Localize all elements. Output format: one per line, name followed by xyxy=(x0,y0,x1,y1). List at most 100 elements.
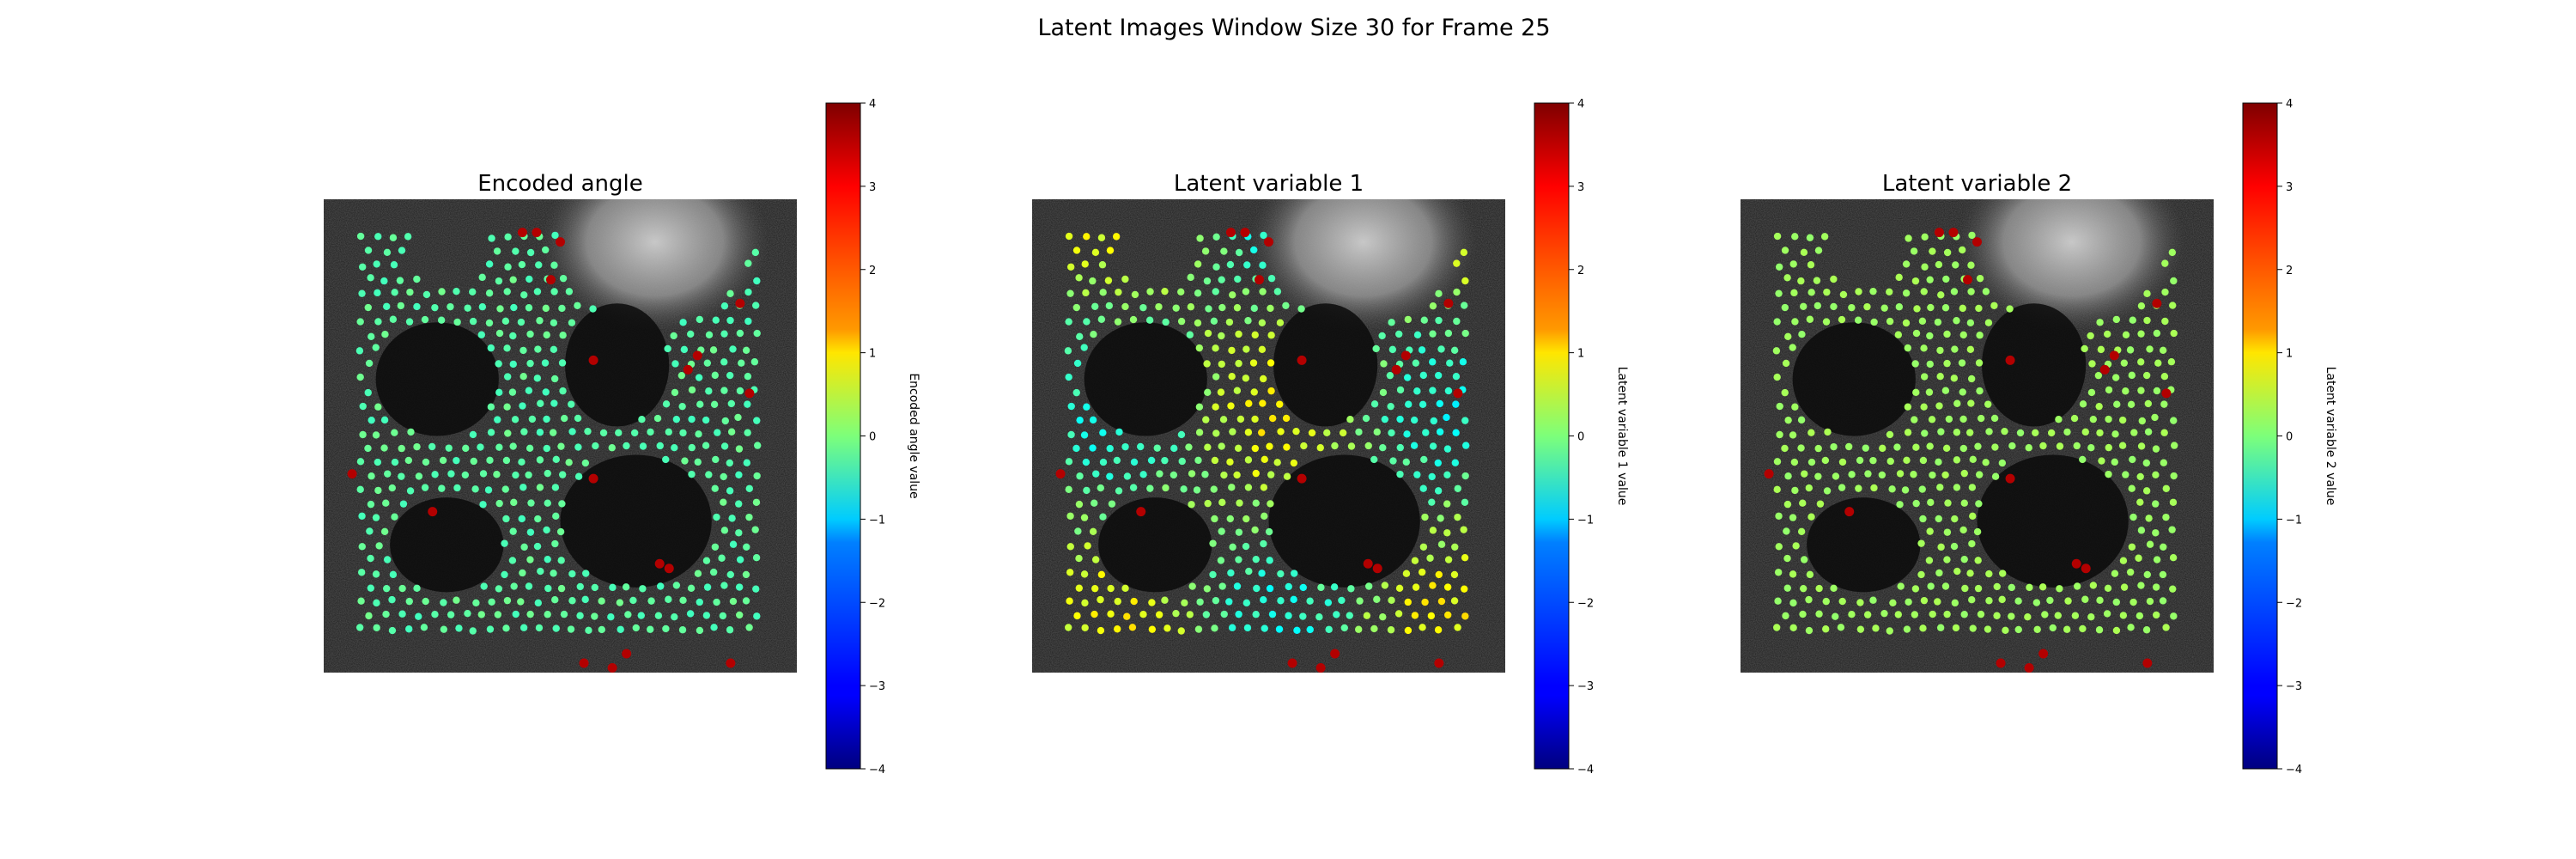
data-point xyxy=(1083,486,1091,495)
outlier-point xyxy=(1136,507,1146,517)
outlier-point xyxy=(2005,473,2015,484)
data-point xyxy=(1941,304,1950,312)
data-point xyxy=(589,305,597,313)
outlier-point xyxy=(1434,658,1444,668)
data-point xyxy=(1434,371,1443,380)
data-point xyxy=(1429,527,1437,534)
data-point xyxy=(2046,596,2054,605)
data-point xyxy=(2129,598,2137,606)
data-point xyxy=(1356,597,1364,605)
data-point xyxy=(550,261,558,269)
data-point xyxy=(1178,457,1186,466)
data-point xyxy=(1904,344,1912,352)
data-point xyxy=(478,303,487,311)
data-point xyxy=(512,471,519,479)
data-point xyxy=(1211,456,1219,465)
data-point xyxy=(568,428,576,436)
data-point xyxy=(1837,624,1845,631)
data-point xyxy=(1277,570,1285,578)
data-point xyxy=(727,399,736,408)
colorbar-tick-label: 4 xyxy=(1577,98,1584,111)
data-point xyxy=(2161,259,2169,267)
data-point xyxy=(1950,288,1959,295)
data-point xyxy=(367,500,375,509)
data-point xyxy=(1082,289,1090,297)
data-point xyxy=(2119,612,2128,619)
data-point xyxy=(582,570,590,577)
data-point xyxy=(1434,459,1442,467)
data-point xyxy=(1976,387,1984,395)
data-point xyxy=(383,556,392,564)
data-point xyxy=(2167,358,2176,366)
data-point xyxy=(1129,484,1138,491)
bright-region xyxy=(1958,199,2185,332)
data-point xyxy=(1926,527,1934,535)
data-point xyxy=(1977,610,1985,618)
data-point xyxy=(1170,471,1178,479)
data-point xyxy=(1429,387,1437,394)
data-point xyxy=(1976,274,1984,283)
data-point xyxy=(1775,512,1783,520)
data-point xyxy=(549,429,557,436)
data-point xyxy=(1244,484,1253,491)
data-point xyxy=(1774,597,1782,605)
data-point xyxy=(1139,471,1147,478)
data-point xyxy=(509,360,517,369)
data-point xyxy=(1347,585,1355,593)
data-point xyxy=(591,583,598,592)
colorbar-tick-label: 4 xyxy=(869,98,876,111)
data-point xyxy=(1807,289,1815,296)
data-point xyxy=(1162,318,1170,326)
data-point xyxy=(2160,400,2168,408)
data-point xyxy=(1233,387,1242,394)
data-point xyxy=(526,444,534,453)
data-point xyxy=(581,595,589,604)
outlier-point xyxy=(556,237,565,247)
data-point xyxy=(1209,570,1217,579)
data-point xyxy=(1429,330,1437,338)
data-point xyxy=(1773,232,1782,241)
data-point xyxy=(495,585,503,593)
data-point xyxy=(1186,611,1194,618)
data-point xyxy=(1098,261,1107,269)
data-point xyxy=(1333,611,1340,618)
data-point xyxy=(2120,359,2129,367)
data-point xyxy=(1388,596,1395,604)
colorbar-tick-label: −2 xyxy=(1577,597,1594,610)
data-point xyxy=(1895,273,1903,282)
data-point xyxy=(751,248,760,257)
data-point xyxy=(421,315,429,324)
data-point xyxy=(1953,567,1961,576)
data-point xyxy=(455,624,463,632)
data-point xyxy=(742,346,750,355)
data-point xyxy=(526,248,535,257)
data-point xyxy=(581,459,590,467)
data-point xyxy=(1091,556,1100,564)
data-point xyxy=(1228,373,1236,381)
data-point xyxy=(2126,568,2135,576)
data-point xyxy=(1443,583,1452,591)
data-point xyxy=(1951,599,1959,607)
data-point xyxy=(1089,527,1097,536)
data-point xyxy=(1129,315,1138,324)
outlier-point xyxy=(2099,364,2110,375)
data-point xyxy=(1453,317,1461,326)
data-point xyxy=(1838,597,1846,606)
data-point xyxy=(1235,359,1242,368)
data-point xyxy=(2087,443,2095,452)
data-point xyxy=(1402,570,1411,577)
data-point xyxy=(422,290,431,299)
data-point xyxy=(1242,599,1251,607)
data-point xyxy=(744,400,751,408)
data-point xyxy=(380,527,389,536)
data-point xyxy=(1104,277,1113,284)
data-point xyxy=(1960,469,1968,478)
data-point xyxy=(727,428,736,436)
data-point xyxy=(647,428,654,436)
data-point xyxy=(2170,472,2178,480)
data-point xyxy=(1990,414,1999,423)
data-point xyxy=(1412,359,1420,367)
data-point xyxy=(559,332,567,339)
colorbar-label: Latent variable 2 value xyxy=(2324,367,2337,506)
data-point xyxy=(1083,318,1091,326)
